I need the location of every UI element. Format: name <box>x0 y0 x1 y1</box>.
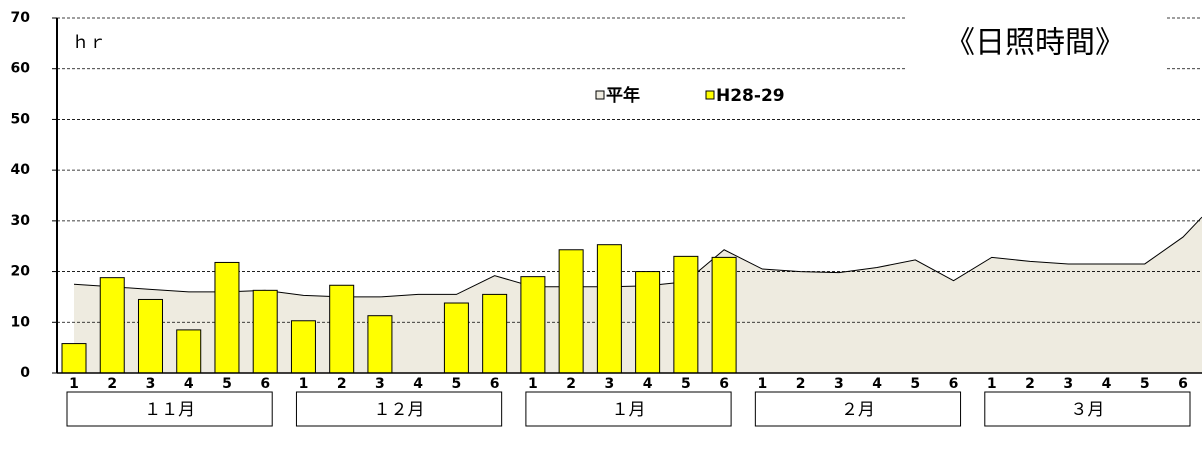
x-tick-label: 3 <box>605 376 615 392</box>
bar <box>596 244 622 374</box>
x-tick-label: 6 <box>260 376 270 392</box>
x-tick-label: 4 <box>872 376 882 392</box>
legend-swatch <box>705 90 715 100</box>
y-tick-label: 70 <box>11 10 31 26</box>
legend-label: H28-29 <box>716 86 785 106</box>
x-tick-label: 4 <box>643 376 653 392</box>
x-tick-label: 4 <box>413 376 423 392</box>
x-tick-label: 6 <box>949 376 959 392</box>
bar <box>290 320 316 374</box>
x-tick-label: 2 <box>566 376 576 392</box>
x-tick-label: 5 <box>452 376 462 392</box>
bar <box>367 315 393 374</box>
x-tick-label: 4 <box>184 376 194 392</box>
month-label: １月 <box>612 400 646 420</box>
chart-title: 《日照時間》 <box>945 26 1125 61</box>
x-tick-label: 2 <box>107 376 117 392</box>
x-tick-label: 1 <box>757 376 767 392</box>
y-tick-label: 0 <box>20 365 30 381</box>
bar <box>214 261 240 374</box>
bar <box>635 271 661 374</box>
y-axis-label: ｈｒ <box>72 33 106 53</box>
x-tick-label: 3 <box>1063 376 1073 392</box>
x-tick-label: 2 <box>337 376 347 392</box>
month-box <box>66 391 273 427</box>
x-tick-label: 5 <box>1140 376 1150 392</box>
month-box <box>295 391 503 427</box>
month-box <box>525 391 732 427</box>
bar <box>99 277 125 374</box>
x-tick-label: 5 <box>910 376 920 392</box>
month-label: １１月 <box>144 400 195 420</box>
y-tick-label: 50 <box>11 111 31 127</box>
x-tick-label: 3 <box>146 376 156 392</box>
x-tick-label: 1 <box>528 376 538 392</box>
bar <box>176 329 202 374</box>
x-tick-label: 1 <box>69 376 79 392</box>
legend-label: 平年 <box>606 85 640 106</box>
x-tick-label: 5 <box>222 376 232 392</box>
y-tick-label: 20 <box>11 264 31 280</box>
x-tick-label: 3 <box>375 376 385 392</box>
x-tick-label: 6 <box>490 376 500 392</box>
legend-swatch <box>595 90 605 100</box>
bar <box>558 249 584 374</box>
bar <box>520 276 546 374</box>
month-box <box>984 391 1191 427</box>
y-tick-label: 60 <box>11 61 31 77</box>
x-tick-label: 5 <box>681 376 691 392</box>
x-tick-label: 2 <box>796 376 806 392</box>
y-tick-label: 40 <box>11 162 31 178</box>
x-tick-label: 6 <box>1178 376 1188 392</box>
bar <box>329 284 355 374</box>
title-bg <box>905 8 1165 70</box>
x-tick-label: 2 <box>1025 376 1035 392</box>
month-label: ２月 <box>841 400 875 420</box>
bar <box>252 289 278 374</box>
month-label: ３月 <box>1070 400 1104 420</box>
x-tick-label: 3 <box>834 376 844 392</box>
bar <box>711 256 737 374</box>
bar <box>673 255 699 374</box>
y-tick-label: 30 <box>11 213 31 229</box>
x-tick-label: 1 <box>299 376 309 392</box>
month-label: １２月 <box>374 400 425 420</box>
month-box <box>754 391 962 427</box>
x-tick-label: 1 <box>987 376 997 392</box>
bar <box>137 298 163 374</box>
bar <box>61 343 87 374</box>
bar <box>443 302 469 374</box>
y-tick-label: 10 <box>11 314 31 330</box>
x-tick-label: 4 <box>1102 376 1112 392</box>
x-tick-label: 6 <box>719 376 729 392</box>
bar <box>482 293 508 374</box>
